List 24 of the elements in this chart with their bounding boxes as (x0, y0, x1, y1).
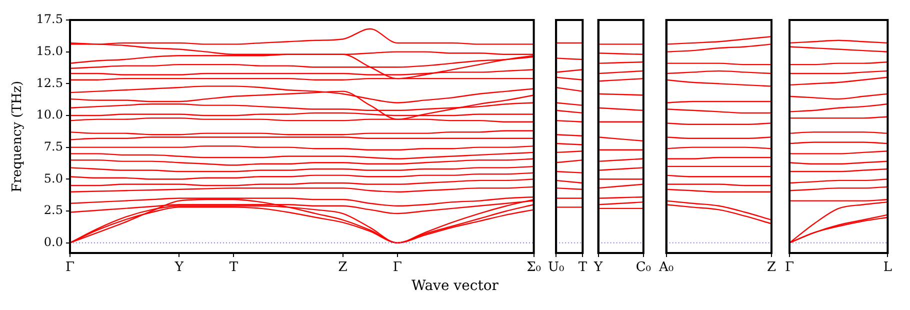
x-tick-label: Γ (784, 260, 794, 276)
x-tick-label: T (578, 260, 588, 276)
x-tick-label: T (229, 260, 238, 276)
y-tick-label: 7.5 (44, 139, 63, 154)
y-tick-label: 17.5 (36, 12, 63, 26)
x-tick-label: C₀ (636, 260, 652, 276)
x-tick-label: Z (766, 260, 776, 276)
x-tick-label: L (883, 260, 892, 276)
x-tick-label: Γ (392, 260, 402, 276)
x-tick-label: U₀ (548, 260, 564, 276)
y-tick-label: 2.5 (44, 203, 63, 218)
y-tick-label: 15.0 (36, 44, 63, 58)
x-tick-label: A₀ (658, 260, 674, 276)
x-tick-label: Z (338, 260, 348, 276)
y-axis-title: Frequency (THz) (10, 80, 26, 192)
x-tick-label: Σ₀ (526, 260, 541, 276)
x-axis-title: Wave vector (410, 278, 500, 294)
x-tick-label: Y (174, 260, 184, 276)
x-tick-label: Γ (65, 260, 75, 276)
y-tick-label: 0.0 (44, 234, 63, 249)
y-tick-label: 12.5 (36, 76, 63, 90)
y-tick-label: 5.0 (44, 171, 63, 186)
y-tick-label: 10.0 (36, 108, 63, 122)
x-tick-label: Y (592, 260, 603, 276)
